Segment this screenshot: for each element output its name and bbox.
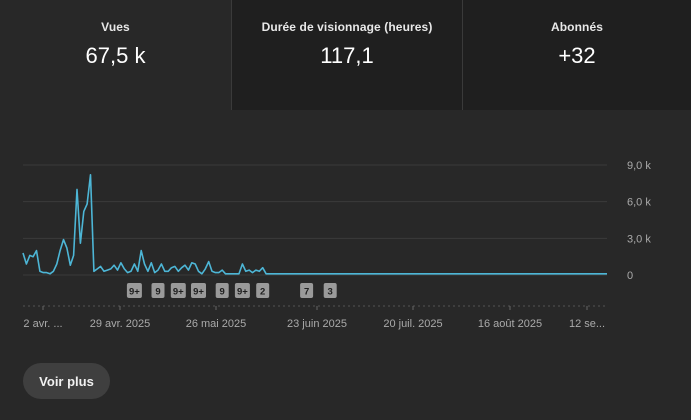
x-tick-label: 23 juin 2025 bbox=[287, 318, 347, 330]
publication-badge-label: 2 bbox=[260, 287, 265, 298]
publication-badge-label: 9 bbox=[155, 287, 160, 298]
stat-watch-time-value: 117,1 bbox=[320, 43, 374, 68]
publication-badge-bg bbox=[256, 283, 270, 298]
publication-badge-bg bbox=[215, 283, 229, 298]
stat-subscribers[interactable]: Abonnés +32 bbox=[463, 0, 691, 110]
publication-badge-bg bbox=[234, 283, 250, 298]
stat-subscribers-value: +32 bbox=[558, 43, 596, 68]
publication-badge-label: 9+ bbox=[129, 287, 140, 298]
publication-badge[interactable]: 9+ bbox=[234, 283, 250, 298]
publication-badge-bg bbox=[170, 283, 186, 298]
x-tick-label: 12 se... bbox=[569, 318, 605, 330]
views-chart-svg: 9,0 k 6,0 k 3,0 k 0 2 avr. ... 29 avr. 2025 26… bbox=[22, 160, 651, 330]
publication-badge-label: 9 bbox=[220, 287, 225, 298]
x-tick-label: 16 août 2025 bbox=[478, 318, 542, 330]
x-tick-label: 2 avr. ... bbox=[23, 318, 62, 330]
publication-badge-bg bbox=[323, 283, 337, 298]
stat-views-value: 67,5 k bbox=[85, 43, 146, 68]
publication-badge[interactable]: 9+ bbox=[191, 283, 206, 298]
publication-badge-bg bbox=[126, 283, 142, 298]
stat-subscribers-label: Abonnés bbox=[550, 20, 604, 34]
views-chart: 9,0 k 6,0 k 3,0 k 0 2 avr. ... 29 avr. 2025 26… bbox=[0, 110, 691, 360]
x-tick-label: 20 juil. 2025 bbox=[383, 318, 442, 330]
views-series-line bbox=[22, 174, 607, 275]
publication-badge-bg bbox=[191, 283, 206, 298]
publication-badge-label: 9+ bbox=[237, 287, 248, 298]
x-tick-label: 26 mai 2025 bbox=[186, 318, 247, 330]
y-tick-label: 0 bbox=[627, 270, 633, 282]
see-more-button[interactable]: Voir plus bbox=[23, 363, 110, 399]
publication-badge[interactable]: 3 bbox=[323, 283, 337, 298]
stat-views[interactable]: Vues 67,5 k bbox=[0, 0, 231, 110]
publication-badge[interactable]: 2 bbox=[256, 283, 270, 298]
publication-badge-bg bbox=[300, 283, 314, 298]
y-tick-label: 6,0 k bbox=[627, 197, 651, 209]
stats-header: Vues 67,5 k Durée de visionnage (heures)… bbox=[0, 0, 691, 110]
publication-badge[interactable]: 7 bbox=[300, 283, 314, 298]
stat-views-label: Vues bbox=[101, 20, 130, 34]
stat-watch-time-label: Durée de visionnage (heures) bbox=[261, 20, 433, 34]
y-tick-label: 9,0 k bbox=[627, 160, 651, 172]
publication-badge[interactable]: 9+ bbox=[170, 283, 186, 298]
stat-watch-time[interactable]: Durée de visionnage (heures) 117,1 bbox=[231, 0, 463, 110]
publication-badge[interactable]: 9 bbox=[151, 283, 165, 298]
publication-badge[interactable]: 9 bbox=[215, 283, 229, 298]
x-tick-label: 29 avr. 2025 bbox=[90, 318, 151, 330]
y-tick-label: 3,0 k bbox=[627, 233, 651, 245]
publication-badge-bg bbox=[151, 283, 165, 298]
publication-badge-label: 9+ bbox=[193, 287, 204, 298]
publication-badge-label: 9+ bbox=[173, 287, 184, 298]
publication-badge-label: 7 bbox=[304, 287, 309, 298]
publication-badge-label: 3 bbox=[328, 287, 333, 298]
publication-badge[interactable]: 9+ bbox=[126, 283, 142, 298]
